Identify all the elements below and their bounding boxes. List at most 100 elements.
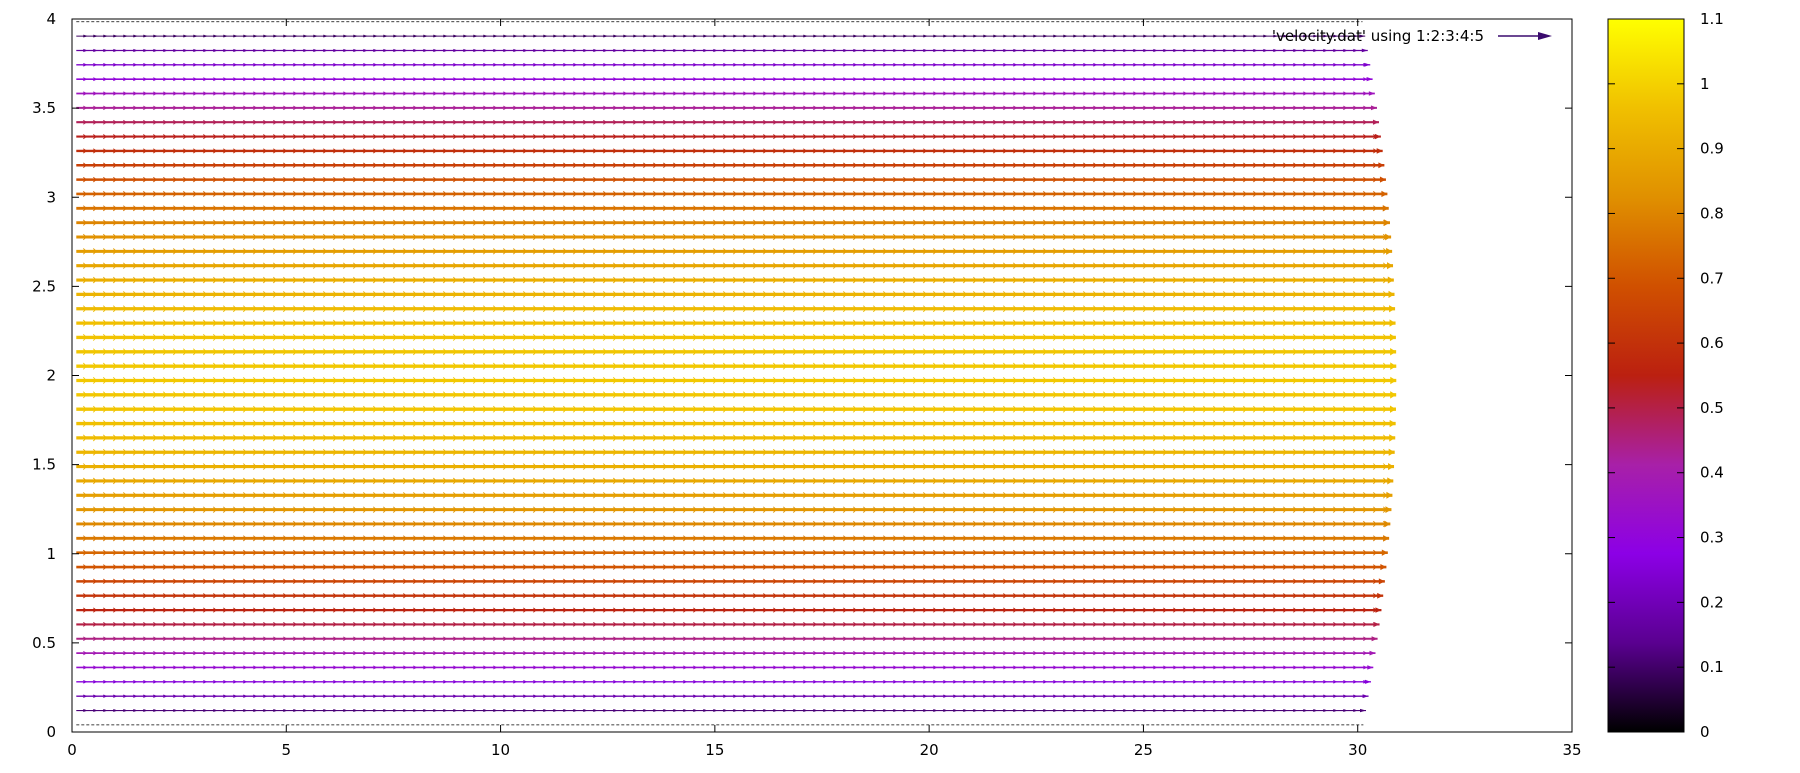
y-tick-label: 2 — [46, 367, 56, 385]
vector-row — [76, 77, 1373, 82]
vector-row — [76, 679, 1371, 684]
vector-row-arrowheads — [83, 34, 1358, 38]
x-tick-label: 25 — [1134, 741, 1153, 759]
vector-row — [76, 448, 1395, 456]
colorbar: 0 0.1 0.2 0.3 0.4 0.5 0.6 0.7 0.8 0.9 1 1.1 — [1607, 10, 1724, 741]
vector-row — [76, 535, 1390, 542]
vector-row-arrowheads — [83, 119, 1378, 125]
vector-row-tip — [1362, 694, 1369, 699]
vector-row — [76, 376, 1397, 385]
vector-row — [76, 434, 1396, 442]
vector-row-arrowheads — [83, 708, 1358, 713]
vector-row — [76, 462, 1395, 471]
vector-row-tip — [1389, 333, 1396, 342]
axes: 0 5 10 15 20 25 30 35 0 0.5 1 1.5 2 2.5 3 3.5 4 — [32, 10, 1581, 759]
colorbar-tick-label: 0.6 — [1700, 334, 1724, 352]
vector-row-tip — [1371, 636, 1378, 642]
vector-row — [76, 333, 1396, 342]
vector-row — [76, 563, 1387, 571]
x-tick-label: 30 — [1348, 741, 1367, 759]
vector-row-arrowheads — [83, 148, 1378, 154]
legend-sample-arrowhead — [1538, 32, 1552, 40]
vector-row-arrowheads — [82, 248, 1387, 255]
vector-row-arrowheads — [82, 463, 1387, 470]
vector-row — [76, 219, 1390, 226]
vector-row-tip — [1385, 233, 1392, 241]
vector-rows — [76, 21, 1397, 726]
vector-row-arrowheads — [83, 679, 1368, 684]
vector-row — [76, 276, 1394, 284]
vector-row-arrowheads — [83, 134, 1378, 140]
vector-row-arrowheads — [83, 694, 1368, 698]
vector-row-tip — [1381, 190, 1388, 198]
vector-row-tip — [1372, 119, 1379, 125]
colorbar-tick-label: 0 — [1700, 723, 1710, 741]
y-tick-label: 3 — [46, 188, 56, 206]
vector-row-arrowheads — [82, 535, 1387, 542]
vector-row — [76, 506, 1392, 514]
vector-row-tip — [1384, 520, 1391, 528]
x-tick-label: 5 — [282, 741, 292, 759]
vector-row-tip — [1359, 34, 1366, 38]
vector-row-tip — [1378, 162, 1385, 169]
vector-row-arrowheads — [83, 91, 1368, 96]
vector-row — [76, 91, 1375, 96]
vector-row — [76, 190, 1388, 198]
vector-row — [76, 62, 1371, 67]
vector-row-tip — [1366, 77, 1373, 82]
vector-row-arrowheads — [83, 176, 1378, 183]
vector-row — [76, 262, 1394, 270]
vector-row-tip — [1361, 48, 1368, 53]
vector-row-tip — [1390, 376, 1397, 385]
vector-row-tip — [1364, 62, 1371, 67]
colorbar-tick-label: 0.1 — [1700, 658, 1724, 676]
vector-row — [76, 592, 1384, 599]
vector-row-arrowheads — [82, 276, 1387, 284]
vector-row-tip — [1385, 506, 1392, 514]
vector-row-arrowheads — [83, 62, 1368, 67]
vector-row-arrowheads — [83, 622, 1378, 627]
colorbar-tick-label: 1 — [1700, 75, 1710, 93]
vector-row-tip — [1388, 290, 1395, 299]
vector-row-tip — [1375, 607, 1382, 613]
vector-row — [76, 133, 1381, 140]
vector-row-tip — [1388, 462, 1395, 471]
vector-row-arrowheads — [82, 405, 1387, 413]
vector-row — [76, 578, 1385, 585]
vector-row-tip — [1383, 535, 1390, 542]
vector-row-tip — [1373, 621, 1380, 628]
vector-row — [76, 290, 1395, 299]
vector-row — [76, 708, 1367, 713]
vector-row-tip — [1378, 578, 1385, 585]
vector-row-tip — [1377, 592, 1384, 599]
x-tick-label: 20 — [920, 741, 939, 759]
vector-row — [76, 233, 1392, 241]
vector-row — [76, 520, 1391, 528]
vector-row — [76, 119, 1379, 125]
vector-row-arrowheads — [82, 420, 1387, 427]
vector-row — [76, 491, 1393, 499]
vector-row-arrowheads — [82, 262, 1387, 269]
vector-row-arrowheads — [82, 506, 1387, 513]
vector-row-tip — [1389, 434, 1396, 442]
vector-row — [76, 34, 1366, 38]
y-axis-ticks: 0 0.5 1 1.5 2 2.5 3 3.5 4 — [32, 10, 1572, 741]
vector-row — [76, 348, 1397, 356]
vector-row-arrowheads — [83, 162, 1378, 168]
vector-row-tip — [1387, 477, 1394, 485]
colorbar-tick-label: 0.2 — [1700, 593, 1724, 611]
vector-row-tip — [1383, 219, 1390, 226]
vector-row — [76, 419, 1396, 428]
vector-row-tip — [1387, 262, 1394, 270]
vector-row-arrowheads — [82, 219, 1387, 226]
vector-row-arrowheads — [83, 48, 1358, 53]
vector-row-arrowheads — [83, 651, 1368, 656]
vector-row-tip — [1370, 105, 1377, 111]
y-tick-label: 3.5 — [32, 99, 56, 117]
vector-row-tip — [1380, 563, 1387, 571]
vector-row-arrowheads — [83, 77, 1368, 82]
vector-row-tip — [1386, 491, 1393, 499]
vector-row-arrowheads — [83, 636, 1368, 641]
vector-row — [76, 549, 1388, 556]
vector-row-arrowheads — [82, 376, 1387, 384]
